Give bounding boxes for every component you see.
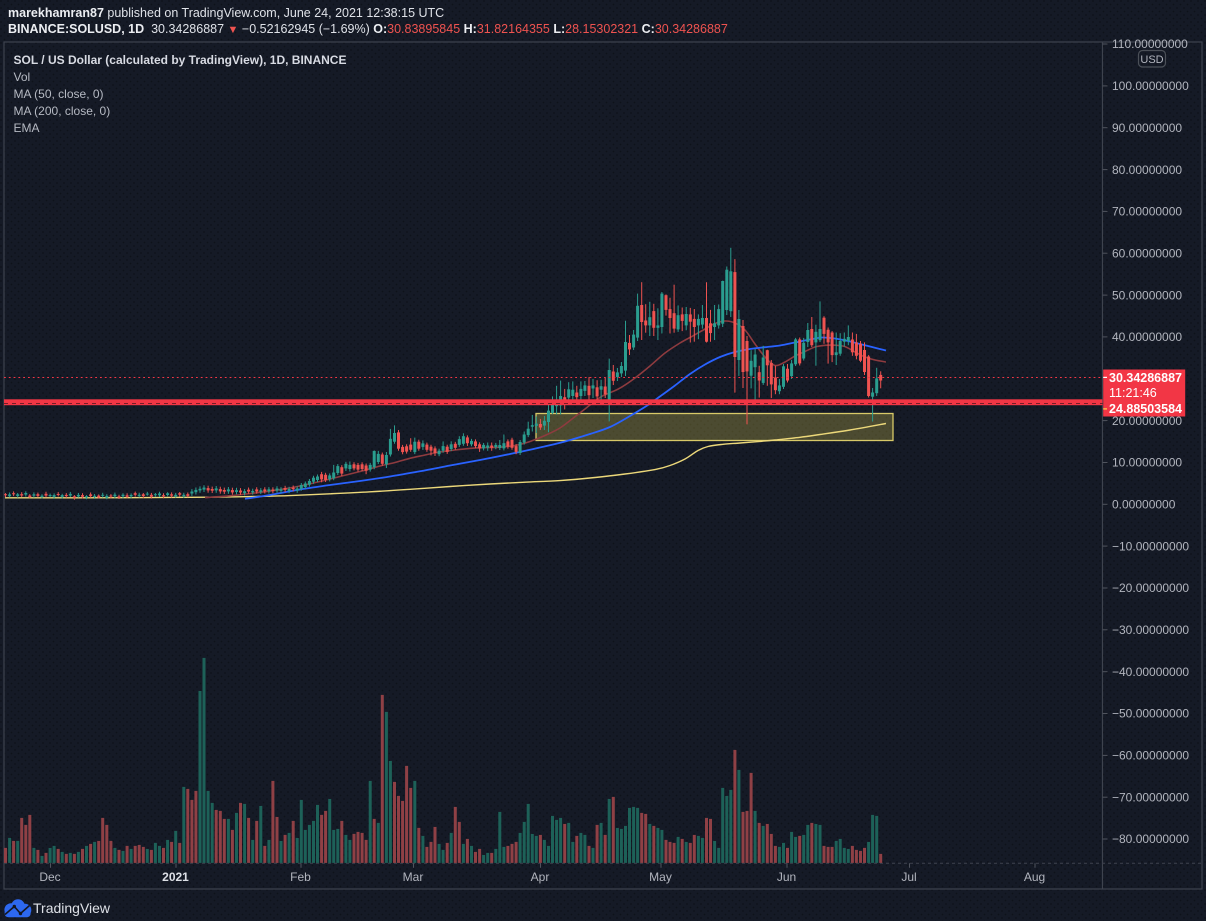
svg-text:50.00000000: 50.00000000 <box>1112 288 1182 302</box>
svg-text:110.00000000: 110.00000000 <box>1112 37 1188 51</box>
svg-text:20.00000000: 20.00000000 <box>1112 414 1182 428</box>
svg-text:−80.00000000: −80.00000000 <box>1112 832 1189 846</box>
svg-text:Apr: Apr <box>531 870 550 884</box>
svg-text:100.00000000: 100.00000000 <box>1112 79 1189 93</box>
svg-text:Aug: Aug <box>1024 870 1045 884</box>
svg-text:0.00000000: 0.00000000 <box>1112 498 1176 512</box>
svg-text:60.00000000: 60.00000000 <box>1112 246 1182 260</box>
svg-text:11:21:46: 11:21:46 <box>1109 386 1157 400</box>
svg-text:Dec: Dec <box>39 870 60 884</box>
svg-text:90.00000000: 90.00000000 <box>1112 121 1182 135</box>
svg-text:TradingView: TradingView <box>33 900 111 916</box>
svg-text:70.00000000: 70.00000000 <box>1112 205 1182 219</box>
svg-text:2021: 2021 <box>162 870 189 884</box>
svg-text:May: May <box>649 870 672 884</box>
svg-text:10.00000000: 10.00000000 <box>1112 456 1182 470</box>
svg-text:Jul: Jul <box>901 870 916 884</box>
svg-text:−10.00000000: −10.00000000 <box>1112 539 1189 553</box>
svg-text:−40.00000000: −40.00000000 <box>1112 665 1189 679</box>
svg-text:Mar: Mar <box>403 870 424 884</box>
svg-text:−20.00000000: −20.00000000 <box>1112 581 1189 595</box>
svg-text:Feb: Feb <box>290 870 311 884</box>
svg-text:30.34286887: 30.34286887 <box>1109 371 1182 385</box>
svg-text:Jun: Jun <box>777 870 796 884</box>
svg-text:−60.00000000: −60.00000000 <box>1112 749 1189 763</box>
svg-text:24.88503584: 24.88503584 <box>1109 402 1182 416</box>
svg-text:−70.00000000: −70.00000000 <box>1112 790 1189 804</box>
svg-text:80.00000000: 80.00000000 <box>1112 163 1182 177</box>
svg-text:−30.00000000: −30.00000000 <box>1112 623 1189 637</box>
svg-text:40.00000000: 40.00000000 <box>1112 330 1182 344</box>
svg-text:−50.00000000: −50.00000000 <box>1112 707 1189 721</box>
svg-text:USD: USD <box>1140 54 1163 66</box>
